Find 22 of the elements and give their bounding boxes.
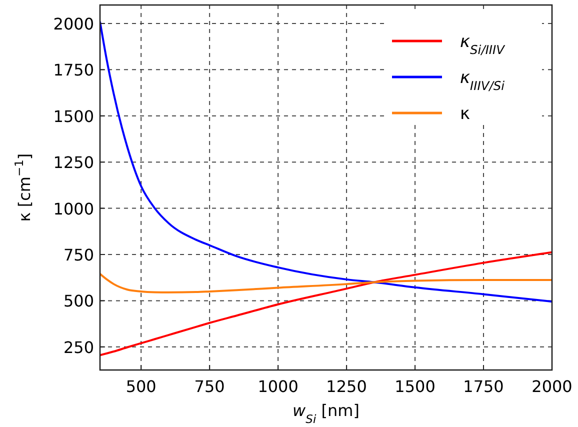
- y-tick-label: 500: [63, 292, 94, 311]
- x-tick-label: 2000: [532, 377, 572, 396]
- legend-label: κ$_{IIIV/Si}$: [460, 68, 506, 93]
- x-tick-label: 500: [126, 377, 156, 396]
- line-series: [100, 20, 552, 303]
- y-tick-label: 1500: [53, 106, 94, 126]
- line-series: [100, 272, 552, 294]
- y-tick-label: 250: [63, 338, 94, 357]
- legend-label: κ: [460, 104, 470, 124]
- y-tick-label: 2000: [53, 14, 94, 34]
- line-series: [100, 251, 552, 356]
- x-tick-label: 1000: [258, 377, 298, 396]
- x-tick-label: 1750: [463, 377, 504, 396]
- x-tick-label: 750: [194, 377, 225, 396]
- x-axis-title: w$_{Si}$ [nm]: [292, 401, 360, 426]
- x-tick-label: 1500: [394, 377, 436, 396]
- y-tick-label: 750: [63, 245, 94, 264]
- x-tick-label: 1250: [326, 377, 367, 396]
- y-tick-label: 1750: [53, 60, 94, 80]
- y-tick-label: 1250: [53, 153, 94, 172]
- legend-label: κ$_{Si/IIIV}$: [460, 32, 506, 57]
- y-tick-label: 1000: [53, 199, 94, 218]
